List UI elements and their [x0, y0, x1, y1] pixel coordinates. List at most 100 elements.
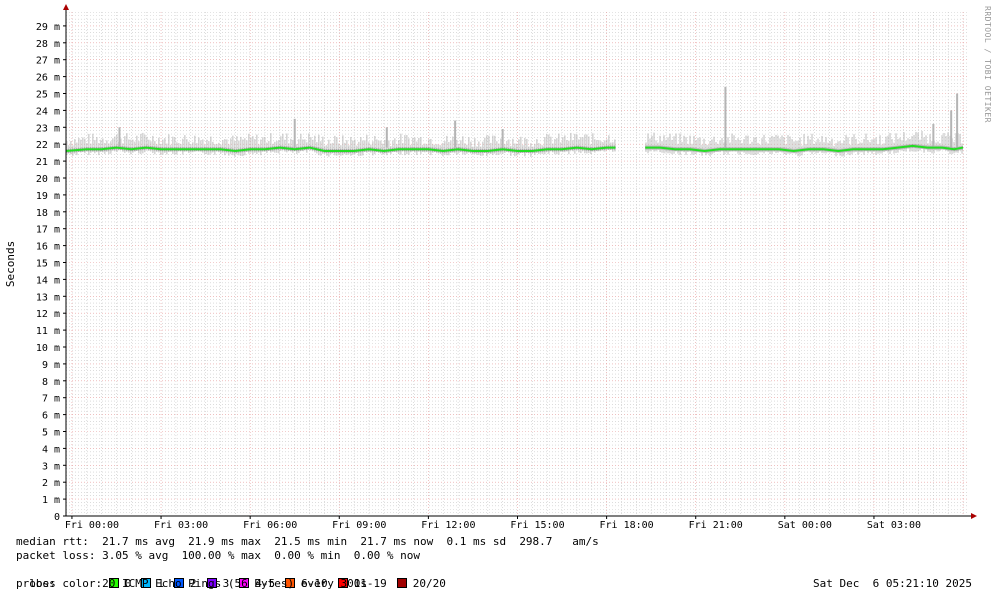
smoke-bar — [524, 137, 526, 157]
smoke-bar — [697, 137, 699, 153]
smoke-bar — [827, 142, 829, 153]
smoke-bar — [873, 138, 875, 152]
smoke-bar — [178, 143, 180, 152]
smoke-bar — [767, 143, 769, 153]
loss-color-swatch — [141, 578, 152, 588]
y-tick-label: 29 m — [36, 22, 60, 33]
smoke-bar — [825, 137, 827, 154]
y-tick-label: 25 m — [36, 90, 60, 101]
smoke-bar — [424, 143, 426, 153]
median-rtt-line — [65, 144, 964, 152]
smoke-bar — [941, 135, 943, 150]
smoke-bar — [665, 139, 667, 153]
x-tick-label: Fri 09:00 — [332, 520, 386, 531]
smoke-bar — [506, 140, 508, 152]
smoke-bar — [558, 133, 560, 155]
smoke-bar — [88, 133, 90, 156]
y-tick-label: 9 m — [42, 360, 60, 371]
smoke-bar — [106, 140, 108, 152]
loss-color-label: 1 — [157, 577, 164, 590]
loss-color-swatch — [108, 578, 119, 588]
smoke-bar — [224, 139, 226, 156]
smoke-bar — [252, 136, 254, 155]
y-tick-label: 22 m — [36, 140, 60, 151]
smoke-bar — [899, 137, 901, 151]
smoke-bar — [721, 138, 723, 151]
smoke-bar — [875, 137, 877, 155]
smoke-bar — [843, 140, 845, 157]
smoke-bar — [372, 141, 374, 156]
smoke-bar — [649, 138, 651, 152]
smoke-bar — [96, 137, 98, 153]
smoke-bar — [600, 141, 602, 151]
smoke-bar — [556, 138, 558, 155]
smoke-bar — [819, 141, 821, 152]
smoke-bar — [398, 140, 400, 154]
smoke-bar — [544, 137, 546, 155]
smoke-bar — [428, 139, 430, 154]
smoke-bar — [763, 134, 765, 154]
smoke-bar — [144, 134, 146, 153]
smoke-bar — [715, 142, 717, 152]
smoke-bar — [789, 136, 791, 154]
smoke-bar — [302, 139, 304, 152]
smoke-bar — [78, 137, 80, 152]
loss-color-label: 11-19 — [353, 577, 387, 590]
smoke-bar — [867, 140, 869, 154]
smoke-bar — [242, 139, 244, 157]
loss-color-swatch — [206, 578, 217, 588]
smoke-bar — [170, 144, 172, 152]
y-tick-label: 5 m — [42, 428, 60, 439]
loss-color-label: 20/20 — [412, 577, 446, 590]
smoke-bar — [795, 140, 797, 155]
smoke-bar — [484, 137, 486, 154]
smoke-bar — [152, 135, 154, 154]
y-tick-label: 15 m — [36, 259, 60, 270]
smoke-bar — [576, 134, 578, 151]
smoke-bar — [196, 143, 198, 151]
y-tick-label: 20 m — [36, 174, 60, 185]
smoke-bar — [320, 141, 322, 156]
y-tick-label: 18 m — [36, 208, 60, 219]
y-tick-label: 7 m — [42, 394, 60, 405]
smoke-bar — [304, 139, 306, 151]
smoke-bar — [787, 135, 789, 154]
smoke-bar — [132, 139, 134, 153]
smoke-bar — [803, 134, 805, 153]
smoke-bar — [462, 136, 464, 155]
smoke-bar — [903, 132, 905, 152]
smoke-bar — [328, 139, 330, 157]
smoke-band — [66, 86, 963, 157]
smoke-bar — [598, 140, 600, 152]
smoke-bar — [246, 140, 248, 152]
smoke-bar — [490, 142, 492, 155]
y-tick-label: 6 m — [42, 411, 60, 422]
y-tick-label: 12 m — [36, 309, 60, 320]
smoke-bar — [448, 141, 450, 156]
smoke-bar — [657, 142, 659, 150]
smoke-bar — [436, 144, 438, 154]
loss-color-item: 4-5 — [239, 577, 275, 590]
smoke-bar — [831, 138, 833, 153]
smoke-bar — [604, 140, 606, 152]
loss-color-swatch — [337, 578, 348, 588]
smoke-bar — [208, 141, 210, 155]
smoke-bar — [308, 133, 310, 150]
smoke-bar — [560, 142, 562, 152]
smoke-bar — [823, 142, 825, 154]
smoke-bar — [705, 144, 707, 156]
median-rtt-segment — [645, 144, 964, 152]
smoke-bar — [354, 139, 356, 155]
y-tick-label: 11 m — [36, 326, 60, 337]
smoke-bar — [256, 134, 258, 155]
smoke-bar — [953, 141, 955, 154]
smoke-bar — [402, 143, 404, 151]
smoke-bar — [839, 141, 841, 156]
smoke-bar — [769, 137, 771, 154]
smoke-bar — [536, 139, 538, 153]
smoke-bar — [478, 141, 480, 155]
smoke-bar — [396, 144, 398, 153]
smoke-bar — [378, 140, 380, 153]
x-tick-labels: Fri 00:00 Fri 03:00 Fri 06:00 Fri 09:00 Fri … — [65, 516, 921, 531]
smoke-bar — [456, 139, 458, 155]
